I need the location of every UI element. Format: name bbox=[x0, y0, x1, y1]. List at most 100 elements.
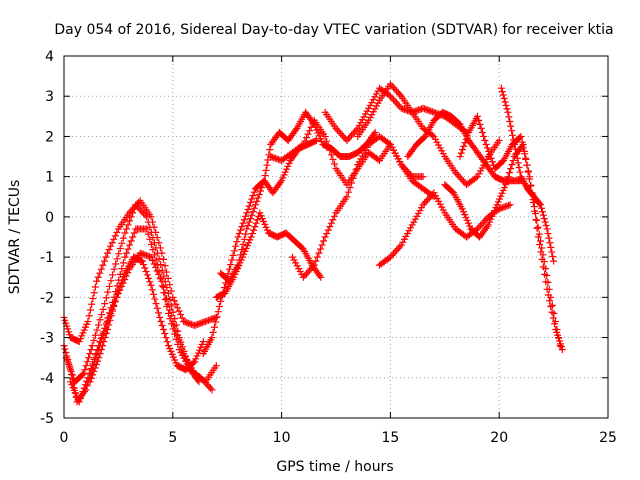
data-point bbox=[81, 381, 89, 389]
data-point bbox=[112, 293, 120, 301]
data-point bbox=[538, 208, 546, 216]
data-point bbox=[298, 142, 306, 150]
series-track-05 bbox=[86, 253, 207, 386]
data-point bbox=[97, 265, 105, 273]
data-point bbox=[110, 235, 118, 243]
data-point bbox=[498, 88, 506, 96]
data-point bbox=[152, 263, 160, 271]
data-point bbox=[178, 345, 186, 353]
data-point bbox=[126, 217, 134, 225]
data-point bbox=[386, 253, 394, 261]
data-point bbox=[260, 177, 268, 185]
data-point bbox=[550, 257, 558, 265]
data-point bbox=[90, 336, 98, 344]
data-point bbox=[107, 277, 115, 285]
data-point bbox=[523, 161, 531, 169]
data-point bbox=[495, 136, 503, 144]
data-point bbox=[526, 173, 534, 181]
data-point bbox=[250, 188, 258, 196]
data-point bbox=[310, 261, 318, 269]
data-point bbox=[228, 256, 236, 264]
data-point bbox=[210, 323, 218, 331]
data-point bbox=[91, 283, 99, 291]
data-point bbox=[144, 218, 152, 226]
data-point bbox=[93, 326, 101, 334]
data-point bbox=[81, 366, 89, 374]
data-point bbox=[509, 157, 517, 165]
data-point bbox=[483, 223, 491, 231]
data-point bbox=[349, 174, 357, 182]
data-point bbox=[88, 300, 96, 308]
data-point bbox=[243, 225, 251, 233]
data-point bbox=[502, 181, 510, 189]
data-point bbox=[318, 241, 326, 249]
data-point bbox=[475, 116, 483, 124]
data-point bbox=[170, 322, 178, 330]
data-point bbox=[113, 228, 121, 236]
data-point bbox=[86, 306, 94, 314]
data-point bbox=[140, 209, 148, 217]
data-point bbox=[168, 302, 176, 310]
data-point bbox=[256, 187, 264, 195]
data-point bbox=[150, 239, 158, 247]
data-point bbox=[388, 82, 396, 90]
data-point bbox=[329, 216, 337, 224]
data-point bbox=[306, 127, 314, 135]
data-point bbox=[534, 233, 542, 241]
data-point bbox=[95, 354, 103, 362]
data-point bbox=[147, 253, 155, 261]
data-point bbox=[547, 243, 555, 251]
chart-title: Day 054 of 2016, Sidereal Day-to-day VTE… bbox=[54, 22, 613, 38]
data-point bbox=[456, 153, 464, 161]
data-point bbox=[108, 307, 116, 315]
x-tick-label: 5 bbox=[168, 430, 177, 446]
data-point bbox=[266, 146, 274, 154]
data-point bbox=[172, 327, 180, 335]
data-point bbox=[102, 330, 110, 338]
x-axis-label: GPS time / hours bbox=[276, 459, 393, 475]
data-point bbox=[348, 179, 356, 187]
data-point bbox=[547, 303, 555, 311]
data-point bbox=[147, 281, 155, 289]
data-point bbox=[276, 178, 284, 186]
data-point bbox=[506, 118, 514, 126]
data-point bbox=[151, 295, 159, 303]
data-point bbox=[147, 228, 155, 236]
data-point bbox=[254, 194, 262, 202]
data-point bbox=[234, 261, 242, 269]
data-point bbox=[85, 312, 93, 320]
data-point bbox=[500, 95, 508, 103]
data-point bbox=[160, 272, 168, 280]
data-point bbox=[118, 276, 126, 284]
data-point bbox=[208, 386, 216, 394]
data-point bbox=[532, 216, 540, 224]
data-point bbox=[253, 197, 261, 205]
data-point bbox=[262, 166, 270, 174]
data-point bbox=[506, 201, 514, 209]
data-point bbox=[343, 136, 351, 144]
data-point bbox=[87, 374, 95, 382]
y-tick-label: 3 bbox=[45, 89, 54, 105]
data-point bbox=[452, 169, 460, 177]
data-point bbox=[177, 340, 185, 348]
data-point bbox=[481, 216, 489, 224]
data-point bbox=[149, 234, 157, 242]
data-point bbox=[234, 233, 242, 241]
data-point bbox=[504, 108, 512, 116]
data-point bbox=[78, 391, 86, 399]
data-point bbox=[510, 140, 518, 148]
data-point bbox=[478, 220, 486, 228]
data-point bbox=[126, 241, 134, 249]
data-point bbox=[65, 361, 73, 369]
data-point bbox=[135, 204, 143, 212]
data-point bbox=[253, 216, 261, 224]
data-point bbox=[480, 218, 488, 226]
data-point bbox=[533, 224, 541, 232]
data-point bbox=[91, 364, 99, 372]
y-axis-label: SDTVAR / TECUs bbox=[7, 180, 23, 295]
data-point bbox=[539, 211, 547, 219]
data-point bbox=[82, 362, 90, 370]
data-point bbox=[112, 260, 120, 268]
series-track-17 bbox=[497, 84, 558, 265]
data-point bbox=[323, 137, 331, 145]
